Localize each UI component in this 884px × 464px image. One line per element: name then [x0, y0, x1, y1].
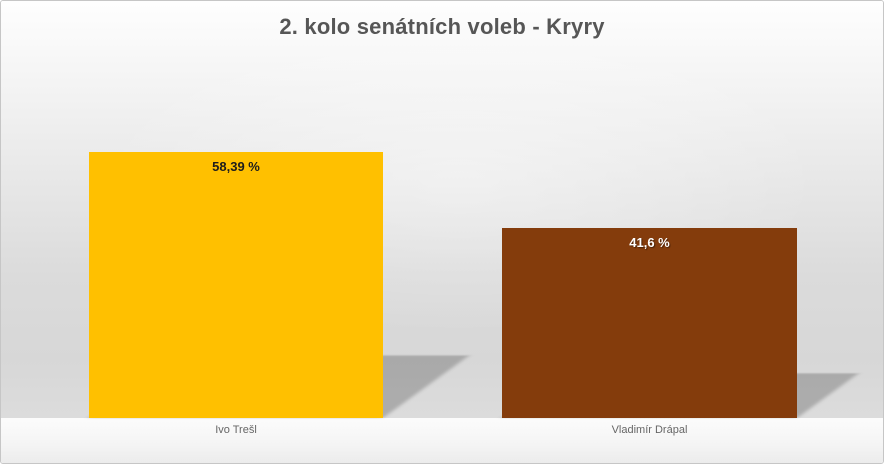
value-label-vladimir-drapal: 41,6 % [629, 235, 670, 250]
value-label-ivo-tresl: 58,39 % [212, 159, 260, 174]
plot-area: 58,39 % 41,6 % [1, 1, 883, 418]
bar-ivo-tresl[interactable]: 58,39 % [89, 152, 383, 418]
chart-title: 2. kolo senátních voleb - Kryry [279, 14, 605, 39]
bar-vladimir-drapal[interactable]: 41,6 % [502, 228, 797, 418]
category-axis: Ivo Trešl Vladimír Drápal [1, 418, 883, 463]
category-label-ivo-tresl: Ivo Trešl [215, 424, 257, 436]
category-label-vladimir-drapal: Vladimír Drápal [611, 424, 688, 436]
